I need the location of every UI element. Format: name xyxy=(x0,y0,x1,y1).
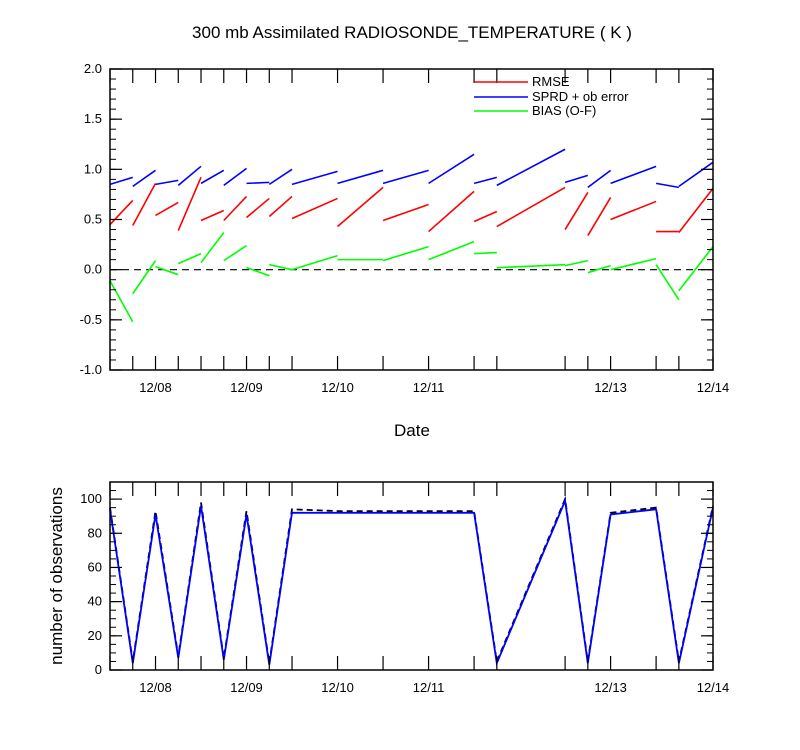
series-rmse-segment xyxy=(155,201,179,217)
y-tick-label: 40 xyxy=(88,594,102,609)
bias-rmse-panel: 300 mb Assimilated RADIOSONDE_TEMPERATUR… xyxy=(80,23,730,440)
series-observations-possible-line xyxy=(109,495,714,665)
x-tick-label: 12/08 xyxy=(139,680,172,695)
series-sprd-ob-error-segment xyxy=(610,165,657,185)
series-rmse-segment xyxy=(246,197,270,219)
series-bias-o-f-segment xyxy=(109,280,134,323)
series-layer xyxy=(109,495,714,667)
series-bias-o-f-segment xyxy=(223,244,247,262)
x-tick-label: 12/11 xyxy=(413,680,445,695)
x-tick-label: 12/10 xyxy=(321,680,354,695)
legend: RMSE SPRD + ob error BIAS (O-F) xyxy=(474,74,629,118)
x-tick-label: 12/09 xyxy=(230,680,263,695)
series-sprd-ob-error-segment xyxy=(132,169,156,188)
series-rmse-segment xyxy=(109,199,134,226)
series-bias-o-f-segment xyxy=(155,265,179,276)
series-sprd-ob-error-segment xyxy=(177,165,202,186)
y-tick-label: 0 xyxy=(95,662,102,677)
series-bias-o-f-segment xyxy=(496,263,566,269)
chart-title: 300 mb Assimilated RADIOSONDE_TEMPERATUR… xyxy=(192,23,632,42)
legend-label-bias: BIAS (O-F) xyxy=(532,103,596,118)
y-tick-label: 0.5 xyxy=(84,212,102,227)
x-tick-label: 12/11 xyxy=(413,380,445,395)
series-sprd-ob-error-segment xyxy=(337,169,384,185)
series-rmse-segment xyxy=(678,187,714,234)
series-bias-o-f-segment xyxy=(382,245,429,262)
series-bias-o-f-segment xyxy=(655,264,680,301)
series-sprd-ob-error-segment xyxy=(428,153,475,185)
x-tick-label: 12/14 xyxy=(697,680,730,695)
legend-label-sprd: SPRD + ob error xyxy=(532,89,629,104)
series-bias-o-f-segment xyxy=(132,260,157,295)
series-rmse-segment xyxy=(428,190,475,233)
y-tick-label: 1.0 xyxy=(84,161,102,176)
series-sprd-ob-error-segment xyxy=(223,167,248,187)
series-rmse-segment xyxy=(496,186,566,228)
x-axis: 12/08 12/09 12/10 12/11 12/13 12/14 xyxy=(109,69,730,395)
series-sprd-ob-error-segment xyxy=(587,169,612,189)
series-rmse-segment xyxy=(268,195,293,218)
series-sprd-ob-error-segment xyxy=(496,148,566,187)
series-rmse-segment xyxy=(382,203,429,222)
y-tick-label: 0.0 xyxy=(84,262,102,277)
y-tick-label: 80 xyxy=(88,525,102,540)
series-bias-o-f-segment xyxy=(678,246,714,292)
series-bias-o-f-segment xyxy=(474,251,497,255)
series-rmse-segment xyxy=(337,186,384,228)
series-bias-o-f-segment xyxy=(610,257,657,271)
x-tick-label: 12/14 xyxy=(697,380,730,395)
x-tick-label: 12/10 xyxy=(321,380,354,395)
series-bias-o-f-segment xyxy=(246,266,270,277)
series-rmse-segment xyxy=(473,210,498,223)
y-tick-label: 60 xyxy=(88,559,102,574)
series-rmse-segment xyxy=(132,182,157,226)
y-tick-label: 100 xyxy=(80,491,102,506)
y-axis: 0 20 40 60 80 100 xyxy=(80,481,713,677)
series-rmse-segment xyxy=(610,200,657,221)
series-sprd-ob-error-segment xyxy=(268,168,293,186)
x-tick-label: 12/13 xyxy=(594,380,627,395)
series-observations-assimilated-line xyxy=(109,497,714,667)
x-tick-label: 12/09 xyxy=(230,380,263,395)
series-bias-o-f-segment xyxy=(587,264,611,274)
series-sprd-ob-error-segment xyxy=(109,176,133,186)
series-sprd-ob-error-segment xyxy=(564,174,589,184)
series-sprd-ob-error-segment xyxy=(678,161,714,188)
y-tick-label: -0.5 xyxy=(80,312,102,327)
series-bias-o-f-segment xyxy=(200,232,225,264)
series-bias-o-f-segment xyxy=(428,240,475,261)
series-sprd-ob-error-segment xyxy=(473,176,498,185)
series-rmse-segment xyxy=(223,195,248,222)
series-rmse-segment xyxy=(177,177,202,231)
series-rmse-segment xyxy=(291,197,338,220)
series-sprd-ob-error-segment xyxy=(382,169,429,185)
y-tick-label: 1.5 xyxy=(84,111,102,126)
x-axis-title: Date xyxy=(394,421,430,440)
series-sprd-ob-error-segment xyxy=(291,170,338,186)
legend-label-rmse: RMSE xyxy=(532,74,570,89)
series-bias-o-f-segment xyxy=(564,259,589,267)
series-bias-o-f-segment xyxy=(269,263,293,271)
series-rmse-segment xyxy=(200,209,225,222)
y-axis: -1.0 -0.5 0.0 0.5 1.0 1.5 2.0 xyxy=(80,61,713,377)
series-rmse-segment xyxy=(587,197,612,236)
series-sprd-ob-error-segment xyxy=(246,181,270,185)
series-sprd-ob-error-segment xyxy=(655,182,680,189)
y-tick-label: 2.0 xyxy=(84,61,102,76)
series-layer xyxy=(109,148,714,323)
series-bias-o-f-segment xyxy=(291,254,338,271)
y-axis-title: number of observations xyxy=(47,487,66,665)
x-tick-label: 12/08 xyxy=(139,380,172,395)
x-axis: 12/08 12/09 12/10 12/11 12/13 12/14 xyxy=(109,482,730,695)
plot-frame xyxy=(109,68,714,371)
y-tick-label: -1.0 xyxy=(80,362,102,377)
series-rmse-segment xyxy=(564,191,589,230)
x-tick-label: 12/13 xyxy=(594,680,627,695)
series-bias-o-f-segment xyxy=(177,252,202,265)
y-tick-label: 20 xyxy=(88,628,102,643)
series-sprd-ob-error-segment xyxy=(200,169,225,185)
series-sprd-ob-error-segment xyxy=(155,179,179,186)
